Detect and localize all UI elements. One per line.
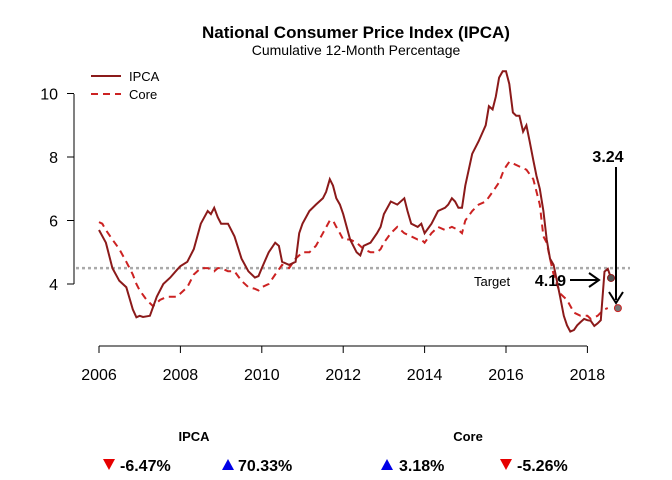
annotation-ipca-label: 4.19 — [535, 273, 566, 290]
annotation-core-arrowhead — [608, 291, 624, 305]
x-tick-label: 2018 — [570, 367, 606, 384]
x-tick-label: 2012 — [325, 367, 361, 384]
series-line-core — [98, 160, 609, 321]
up-triangle-icon — [222, 459, 234, 470]
stats-ipca-value-1: -6.47% — [120, 458, 171, 475]
core-last-point — [613, 304, 622, 313]
stats-ipca-title: IPCA — [178, 429, 210, 444]
target-label: Target — [474, 274, 511, 289]
stats-ipca-value-2: 70.33% — [238, 458, 292, 475]
annotation-ipca: 4.19 — [535, 272, 616, 290]
y-tick-label: 6 — [49, 214, 58, 231]
x-tick-label: 2010 — [244, 367, 280, 384]
stats-panel-ipca: IPCA -6.47% 70.33% — [103, 429, 292, 475]
legend-label-core: Core — [129, 87, 157, 102]
y-axis-ticks: 4 6 8 10 — [40, 87, 74, 294]
annotation-core-label: 3.24 — [592, 149, 623, 166]
x-tick-label: 2008 — [163, 367, 199, 384]
stats-core-value-1: 3.18% — [399, 458, 444, 475]
chart-subtitle: Cumulative 12-Month Percentage — [252, 42, 461, 58]
y-tick-label: 10 — [40, 87, 58, 104]
x-tick-label: 2016 — [488, 367, 524, 384]
x-tick-label: 2006 — [81, 367, 117, 384]
chart-title: National Consumer Price Index (IPCA) — [202, 23, 510, 42]
stats-core-value-2: -5.26% — [517, 458, 568, 475]
series-line-ipca — [98, 70, 612, 333]
legend: IPCA Core — [91, 69, 160, 102]
ipca-last-point — [607, 273, 616, 282]
down-triangle-icon — [103, 459, 115, 470]
x-axis-ticks: 2006 2008 2010 2012 2014 2016 2018 — [81, 346, 605, 384]
stats-panel-core: Core 3.18% -5.26% — [381, 429, 568, 475]
y-tick-label: 4 — [49, 277, 58, 294]
y-tick-label: 8 — [49, 150, 58, 167]
annotation-ipca-arrowhead — [588, 272, 601, 288]
legend-label-ipca: IPCA — [129, 69, 160, 84]
down-triangle-icon — [500, 459, 512, 470]
annotation-core: 3.24 — [592, 149, 624, 313]
up-triangle-icon — [381, 459, 393, 470]
x-tick-label: 2014 — [407, 367, 443, 384]
stats-core-title: Core — [453, 429, 483, 444]
